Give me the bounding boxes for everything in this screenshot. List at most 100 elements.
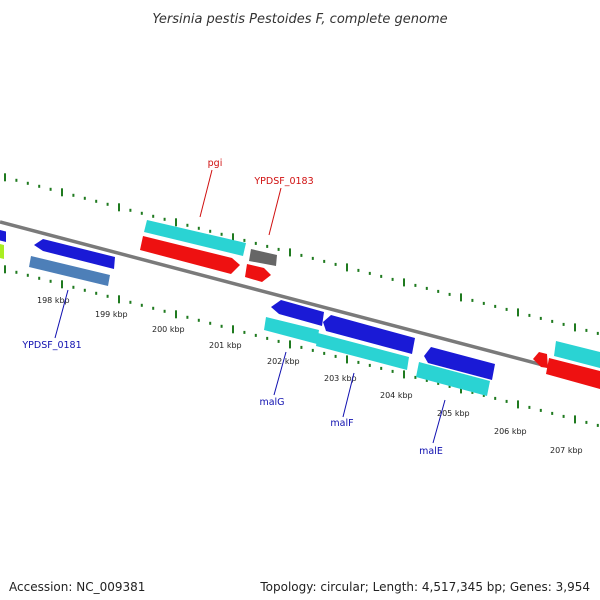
minor-tick — [334, 262, 337, 266]
gene-ypdsf-0181[interactable] — [29, 256, 110, 286]
gene-arrow-reverse-male-upper[interactable] — [424, 347, 495, 380]
major-tick — [289, 340, 291, 349]
genome-summary-text: Topology: circular; Length: 4,517,345 bp… — [260, 580, 590, 594]
kbp-label: 206 kbp — [494, 427, 527, 436]
minor-tick — [323, 351, 326, 355]
gene-label-ypdsf-0181[interactable]: YPDSF_0181 — [21, 340, 81, 351]
minor-tick — [266, 336, 269, 340]
accession-text: Accession: NC_009381 — [9, 580, 146, 594]
minor-tick — [209, 321, 212, 325]
gene-arrow-reverse-malf-upper[interactable] — [323, 315, 415, 354]
gene-arrow-left-edge-blue[interactable] — [0, 230, 6, 242]
minor-tick — [482, 393, 485, 397]
minor-tick — [49, 187, 52, 191]
gene-male[interactable] — [416, 362, 490, 396]
major-tick — [175, 310, 177, 319]
kbp-label: 204 kbp — [380, 391, 413, 400]
gene-pgi[interactable] — [140, 236, 240, 274]
minor-tick — [95, 199, 98, 203]
major-tick — [118, 203, 120, 212]
major-tick — [232, 325, 234, 334]
minor-tick — [425, 286, 428, 290]
major-tick — [346, 263, 348, 272]
minor-tick — [551, 319, 554, 323]
gene-label-ypdsf-0183[interactable]: YPDSF_0183 — [253, 176, 313, 187]
gene-arrow-cyan-pgi[interactable] — [144, 220, 246, 256]
gene-label-malg[interactable]: malG — [259, 397, 284, 408]
gene-arrow-reverse-malg-upper[interactable] — [271, 300, 324, 326]
minor-tick — [209, 229, 212, 233]
minor-tick — [140, 303, 143, 307]
minor-tick — [186, 223, 189, 227]
minor-tick — [266, 244, 269, 248]
gene-labels: pgi YPDSF_0183 YPDSF_0181 malG malF malE — [21, 158, 446, 457]
major-tick — [61, 280, 63, 289]
minor-tick — [38, 276, 41, 280]
minor-tick — [596, 331, 599, 335]
minor-tick — [254, 333, 257, 337]
major-tick — [118, 295, 120, 304]
minor-tick — [311, 348, 314, 352]
genome-title: Yersinia pestis Pestoides F, complete ge… — [152, 12, 447, 27]
minor-tick — [197, 318, 200, 322]
minor-tick — [83, 196, 86, 200]
gene-arrow-reverse-198[interactable] — [34, 239, 115, 269]
minor-tick — [585, 420, 588, 424]
gene-malg[interactable] — [264, 317, 319, 344]
major-tick — [346, 355, 348, 364]
kbp-label: 207 kbp — [550, 446, 583, 455]
minor-tick — [72, 285, 75, 289]
minor-tick — [551, 411, 554, 415]
major-tick — [517, 400, 519, 409]
minor-tick — [95, 291, 98, 295]
gene-arrow-red-right-small[interactable] — [533, 352, 548, 368]
minor-tick — [129, 208, 132, 212]
gene-malf[interactable] — [316, 333, 409, 370]
minor-tick — [106, 294, 109, 298]
malg-leader-line — [273, 351, 287, 396]
major-tick — [4, 173, 6, 182]
minor-tick — [414, 283, 417, 287]
gene-label-malf[interactable]: malF — [330, 418, 353, 429]
major-tick — [232, 233, 234, 242]
minor-tick — [243, 330, 246, 334]
minor-tick — [152, 306, 155, 310]
minor-tick — [425, 378, 428, 382]
kbp-label: 203 kbp — [324, 374, 357, 383]
minor-tick — [437, 381, 440, 385]
gene-ypdsf-0183[interactable] — [249, 249, 277, 266]
gene-label-male[interactable]: malE — [419, 446, 443, 457]
gene-features — [0, 220, 600, 396]
minor-tick — [494, 396, 497, 400]
minor-tick — [380, 366, 383, 370]
kbp-label: 199 kbp — [95, 310, 128, 319]
minor-tick — [277, 247, 280, 251]
minor-tick — [448, 292, 451, 296]
minor-tick — [220, 324, 223, 328]
malf-leader-line — [342, 372, 355, 418]
gene-arrow-red-right[interactable] — [546, 358, 600, 389]
minor-tick — [26, 273, 29, 277]
minor-tick — [106, 202, 109, 206]
major-tick — [61, 188, 63, 197]
major-tick — [175, 218, 177, 227]
kbp-label: 201 kbp — [209, 341, 242, 350]
minor-tick — [83, 288, 86, 292]
minor-tick — [140, 211, 143, 215]
minor-tick — [437, 289, 440, 293]
genome-backbone — [0, 220, 600, 382]
gene-arrow-left-edge-lime[interactable] — [0, 244, 4, 259]
minor-tick — [596, 423, 599, 427]
major-tick — [574, 323, 576, 332]
gene-label-pgi[interactable]: pgi — [208, 158, 223, 169]
minor-tick — [368, 271, 371, 275]
major-tick — [517, 308, 519, 317]
minor-tick — [539, 316, 542, 320]
kbp-label: 205 kbp — [437, 409, 470, 418]
gene-arrow-red-small[interactable] — [245, 264, 271, 282]
gene-arrow-cyan-right[interactable] — [554, 341, 600, 368]
ypdsf-0183-leader-line — [268, 187, 282, 236]
minor-tick — [254, 241, 257, 245]
minor-tick — [505, 399, 508, 403]
